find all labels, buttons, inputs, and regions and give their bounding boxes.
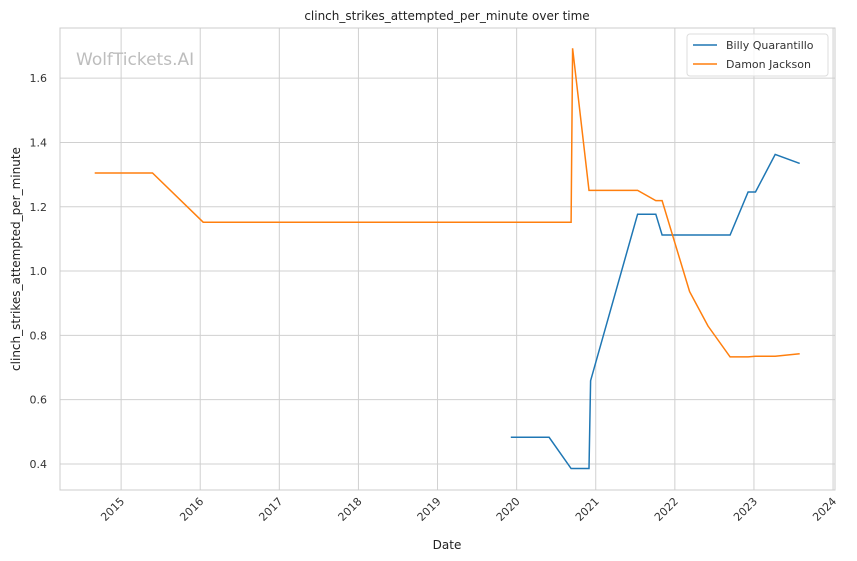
y-tick-label: 1.2 [30, 201, 48, 214]
x-tick-label: 2021 [573, 495, 602, 524]
x-tick-label: 2022 [652, 495, 681, 524]
x-tick-label: 2020 [494, 495, 523, 524]
watermark: WolfTickets.AI [76, 50, 194, 70]
x-tick-label: 2019 [415, 495, 444, 524]
x-axis-label: Date [433, 538, 462, 552]
series-line-damon-jackson [94, 48, 800, 358]
y-tick-label: 1.6 [30, 72, 48, 85]
chart-title: clinch_strikes_attempted_per_minute over… [304, 9, 589, 23]
y-tick-label: 0.8 [30, 329, 48, 342]
plot-frame [59, 27, 836, 491]
x-tick-label: 2015 [98, 495, 127, 524]
x-tick-label: 2023 [731, 495, 760, 524]
y-tick-label: 0.4 [30, 458, 48, 471]
y-tick-label: 1.4 [30, 136, 48, 149]
y-axis-label: clinch_strikes_attempted_per_minute [9, 147, 23, 371]
legend: Billy Quarantillo Damon Jackson [686, 33, 829, 77]
y-tick-label: 1.0 [30, 265, 48, 278]
x-tick-label: 2017 [256, 495, 285, 524]
legend-box [686, 33, 829, 77]
x-tick-label: 2024 [810, 495, 839, 524]
x-tick-label: 2016 [177, 495, 206, 524]
x-tick-label: 2018 [336, 495, 365, 524]
legend-label-damon: Damon Jackson [726, 58, 811, 71]
series-line-billy-quarantillo [510, 153, 800, 470]
y-tick-label: 0.6 [30, 394, 48, 407]
legend-label-billy: Billy Quarantillo [726, 39, 814, 52]
